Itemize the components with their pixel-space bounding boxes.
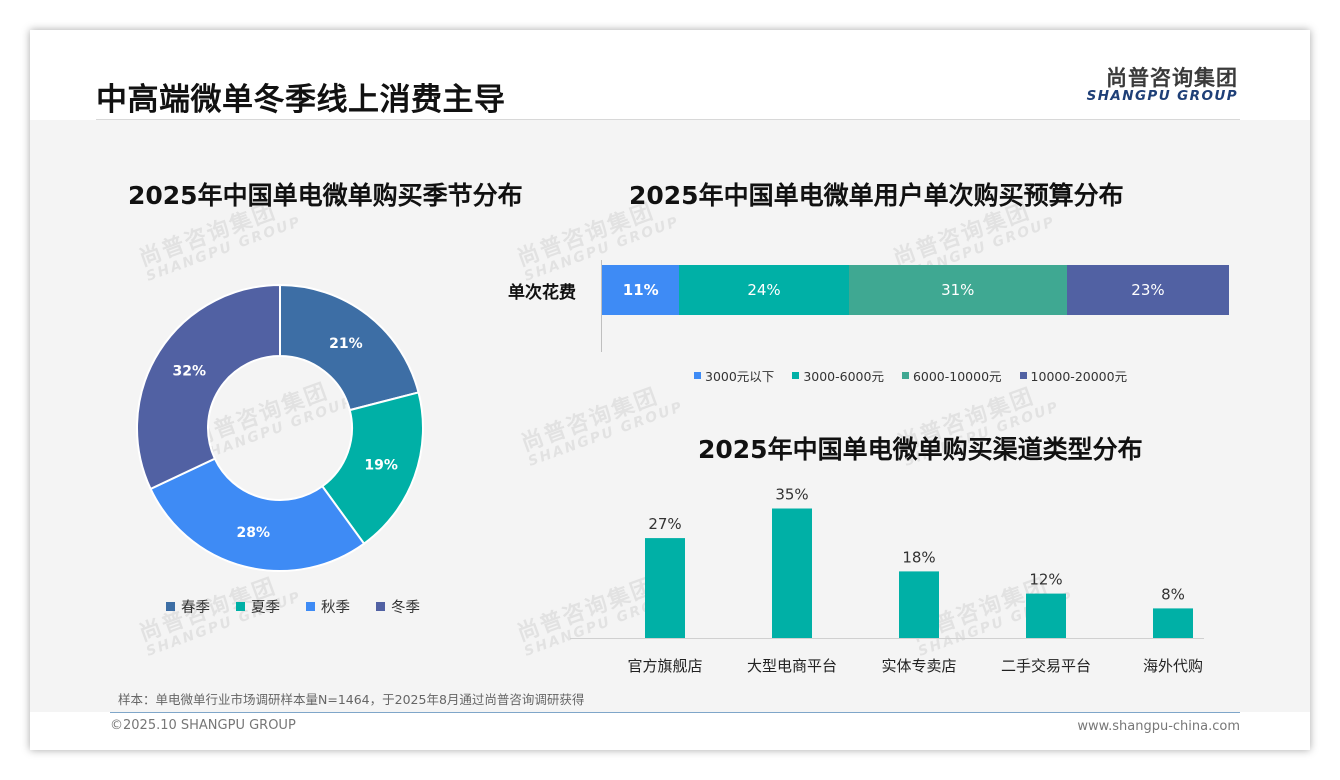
season-legend-item: 冬季	[376, 596, 420, 617]
channel-bar-chart: 27% 35% 18% 12% 8%	[570, 486, 1204, 639]
donut-value-label: 19%	[364, 457, 398, 473]
legend-swatch	[166, 602, 175, 611]
budget-chart-title: 2025年中国单电微单用户单次购买预算分布	[629, 181, 1124, 210]
donut-slice-1	[279, 283, 420, 412]
legend-label: 秋季	[321, 600, 350, 616]
donut-slice-3	[149, 457, 366, 572]
channel-category-label: 大型电商平台	[746, 657, 837, 675]
page-title: 中高端微单冬季线上消费主导	[96, 82, 506, 118]
season-legend-item: 夏季	[236, 596, 280, 617]
footer-bar	[30, 712, 1310, 750]
season-legend: 春季 夏季 秋季 冬季	[166, 596, 420, 617]
legend-swatch	[376, 602, 385, 611]
channel-chart-title: 2025年中国单电微单购买渠道类型分布	[698, 435, 1143, 464]
channel-bar	[1153, 608, 1193, 638]
budget-segment-3: 31%	[848, 265, 1067, 315]
season-legend-item: 秋季	[306, 596, 350, 617]
title-bar	[30, 30, 1310, 120]
watermark: 尚普咨询集团 SHANGPU GROUP	[518, 384, 686, 471]
budget-legend: 3000元以下 3000-6000元 6000-10000元 10000-20000元	[694, 366, 1145, 385]
legend-swatch	[694, 372, 701, 379]
budget-legend-item: 3000元以下	[694, 366, 774, 385]
budget-axis-line	[601, 260, 602, 352]
donut-value-label: 28%	[237, 525, 271, 541]
channel-category-label: 实体专卖店	[881, 657, 957, 675]
legend-label: 6000-10000元	[912, 369, 1002, 384]
legend-swatch	[1019, 372, 1027, 379]
budget-segment-1: 11%	[602, 265, 680, 315]
channel-bar	[1026, 593, 1066, 638]
logo-text-en: SHANGPU GROUP	[1086, 88, 1238, 104]
budget-segment-2: 24%	[679, 265, 849, 315]
legend-swatch	[236, 602, 245, 611]
legend-label: 3000元以下	[705, 369, 775, 384]
legend-label: 3000-6000元	[803, 369, 884, 384]
budget-legend-item: 3000-6000元	[792, 366, 884, 385]
slide: 中高端微单冬季线上消费主导 尚普咨询集团 SHANGPU GROUP 尚普咨询集…	[30, 30, 1310, 750]
channel-category-label: 官方旗舰店	[627, 657, 703, 675]
budget-legend-item: 10000-20000元	[1019, 366, 1128, 385]
channel-category-label: 二手交易平台	[1000, 657, 1091, 675]
season-legend-item: 春季	[166, 596, 210, 617]
legend-label: 10000-20000元	[1030, 369, 1128, 384]
legend-swatch	[306, 602, 315, 611]
budget-segment-4: 23%	[1066, 265, 1229, 315]
legend-label: 春季	[181, 600, 210, 616]
footer-copyright: ©2025.10 SHANGPU GROUP	[110, 718, 296, 733]
channel-value-label: 35%	[775, 486, 808, 504]
footer-divider	[110, 712, 1240, 713]
budget-legend-item: 6000-10000元	[901, 366, 1002, 385]
season-donut-chart: 21% 19% 28% 32%	[136, 283, 424, 572]
legend-label: 冬季	[391, 600, 420, 616]
title-divider	[96, 119, 1240, 120]
channel-value-label: 27%	[648, 515, 681, 533]
footer-website: www.shangpu-china.com	[1077, 719, 1240, 734]
budget-category-label: 单次花费	[508, 283, 576, 303]
legend-swatch	[901, 372, 909, 379]
sample-note: 样本：单电微单行业市场调研样本量N=1464，于2025年8月通过尚普咨询调研获…	[118, 692, 585, 707]
channel-value-label: 8%	[1161, 585, 1185, 603]
budget-stacked-bar: 11% 24% 31% 23%	[602, 265, 1229, 315]
donut-slice-2	[320, 391, 424, 546]
channel-bar	[772, 508, 812, 638]
channel-bar	[899, 571, 939, 638]
donut-value-label: 21%	[329, 336, 363, 352]
legend-swatch	[792, 372, 800, 379]
channel-value-label: 18%	[902, 548, 935, 566]
channel-bar	[645, 538, 685, 638]
channel-value-label: 12%	[1029, 571, 1062, 589]
season-chart-title: 2025年中国单电微单购买季节分布	[128, 181, 523, 210]
logo-text-cn: 尚普咨询集团	[1106, 66, 1238, 90]
donut-value-label: 32%	[172, 363, 206, 379]
donut-slice-4	[136, 283, 281, 491]
channel-category-label: 海外代购	[1142, 657, 1203, 675]
legend-label: 夏季	[251, 600, 280, 616]
